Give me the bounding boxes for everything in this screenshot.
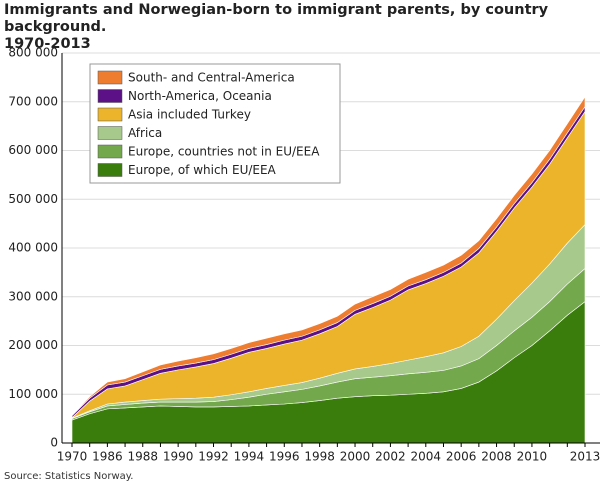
y-tick-label: 200 000 <box>8 338 58 352</box>
legend-label: South- and Central-America <box>128 71 295 85</box>
x-tick-label: 1986 <box>92 450 123 464</box>
x-tick-label: 2000 <box>340 450 371 464</box>
y-tick-label: 300 000 <box>8 289 58 303</box>
x-tick-label: 2002 <box>375 450 406 464</box>
legend-swatch <box>97 70 123 85</box>
x-tick-label: 1992 <box>198 450 229 464</box>
x-tick-label: 1970 <box>57 450 88 464</box>
y-tick-label: 400 000 <box>8 241 58 255</box>
x-tick-label: 1998 <box>304 450 335 464</box>
chart: 0 100 000 200 000 300 000 400 000 500 000 600 … <box>8 46 601 464</box>
y-tick-label: 500 000 <box>8 192 58 206</box>
legend-label: Asia included Turkey <box>128 108 251 122</box>
legend-swatch <box>97 144 123 159</box>
x-tick-label: 1994 <box>234 450 265 464</box>
legend-swatch <box>97 163 123 177</box>
x-tick-label: 2006 <box>446 450 477 464</box>
y-tick-label: 100 000 <box>8 387 58 401</box>
x-tick-label: 2010 <box>517 450 548 464</box>
legend-swatch <box>97 107 123 122</box>
legend-swatch <box>97 89 123 103</box>
legend-label: North-America, Oceania <box>128 89 272 103</box>
x-tick-label: 1996 <box>269 450 300 464</box>
legend-label: Europe, of which EU/EEA <box>128 163 277 177</box>
source-note: Source: Statistics Norway. <box>4 471 134 482</box>
x-tick-label: 2013 <box>570 450 601 464</box>
x-tick-label: 1990 <box>163 450 194 464</box>
x-tick-label: 2004 <box>411 450 442 464</box>
y-tick-label: 700 000 <box>8 94 58 108</box>
legend-box <box>89 63 341 184</box>
x-tick-label: 2008 <box>481 450 512 464</box>
y-tick-label: 600 000 <box>8 143 58 157</box>
chart-title: Immigrants and Norwegian-born to immigra… <box>4 2 549 52</box>
legend-swatch <box>97 126 123 140</box>
y-tick-label: 800 000 <box>8 46 58 60</box>
area <box>71 95 586 417</box>
x-tick-label: 1988 <box>127 450 158 464</box>
legend-label: Europe, countries not in EU/EEA <box>128 145 320 159</box>
y-tick-label: 0 <box>50 436 58 450</box>
legend-label: Africa <box>128 126 162 140</box>
